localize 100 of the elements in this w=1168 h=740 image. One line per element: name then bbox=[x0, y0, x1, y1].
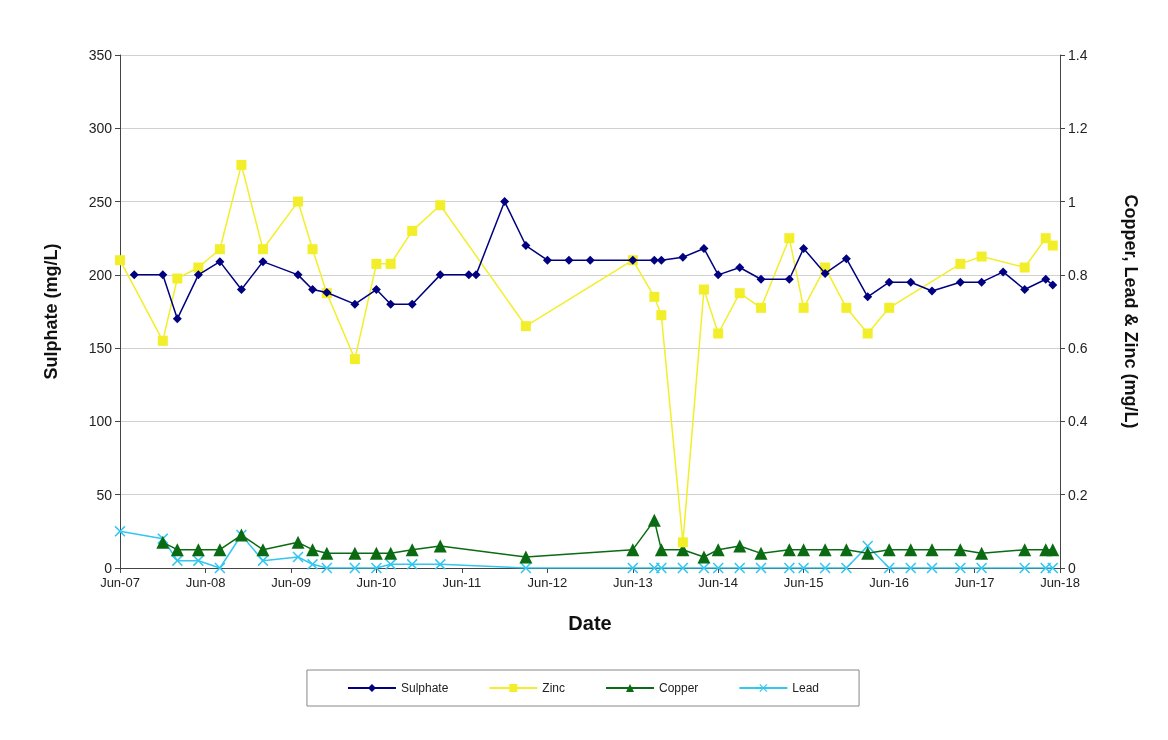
y-tick-label: 350 bbox=[88, 47, 113, 63]
point bbox=[882, 543, 896, 557]
point bbox=[191, 543, 205, 557]
y-tick-label: 250 bbox=[88, 193, 113, 210]
point bbox=[756, 302, 767, 313]
point bbox=[348, 546, 362, 560]
point bbox=[520, 321, 531, 332]
y-tick-label: 150 bbox=[88, 340, 113, 357]
point bbox=[678, 252, 688, 262]
point bbox=[213, 543, 227, 557]
point bbox=[114, 525, 126, 537]
point bbox=[626, 543, 640, 557]
point bbox=[214, 562, 226, 574]
point bbox=[1040, 233, 1051, 244]
legend-label: Lead bbox=[792, 681, 820, 695]
point bbox=[349, 354, 360, 365]
point bbox=[1020, 285, 1030, 295]
point bbox=[713, 328, 724, 339]
point bbox=[350, 299, 360, 309]
point bbox=[884, 277, 894, 287]
point bbox=[656, 310, 667, 321]
point bbox=[734, 288, 745, 299]
point bbox=[998, 267, 1008, 277]
y2-tick-label: 0 bbox=[1068, 560, 1076, 576]
point bbox=[955, 277, 965, 287]
point bbox=[698, 562, 710, 574]
point bbox=[519, 550, 533, 564]
point bbox=[799, 243, 809, 253]
point bbox=[953, 543, 967, 557]
point bbox=[862, 540, 874, 552]
point bbox=[256, 543, 270, 557]
point bbox=[158, 270, 168, 280]
point bbox=[585, 255, 595, 265]
point bbox=[754, 546, 768, 560]
point bbox=[677, 537, 688, 548]
y2-tick-label: 1.2 bbox=[1068, 120, 1088, 137]
y-tick-label: 0 bbox=[104, 560, 113, 576]
point bbox=[784, 274, 794, 284]
point bbox=[926, 562, 938, 574]
point bbox=[818, 543, 832, 557]
point bbox=[1047, 562, 1059, 574]
x-tick-label: Jun-13 bbox=[612, 575, 653, 590]
point bbox=[1046, 543, 1060, 557]
point bbox=[1019, 562, 1031, 574]
point bbox=[976, 562, 988, 574]
point bbox=[905, 562, 917, 574]
point bbox=[677, 562, 689, 574]
point bbox=[819, 562, 831, 574]
x-tick-label: Jun-18 bbox=[1040, 575, 1080, 590]
point bbox=[349, 562, 361, 574]
point bbox=[435, 200, 446, 211]
point bbox=[405, 543, 419, 557]
x-tick-label: Jun-16 bbox=[869, 575, 910, 590]
point bbox=[711, 543, 725, 557]
point bbox=[308, 285, 318, 295]
point bbox=[656, 255, 666, 265]
point bbox=[385, 558, 397, 570]
point bbox=[156, 535, 170, 549]
x-tick-label: Jun-10 bbox=[356, 575, 397, 590]
point bbox=[925, 543, 939, 557]
point bbox=[863, 292, 873, 302]
point bbox=[976, 251, 987, 262]
point bbox=[697, 550, 711, 564]
y2-tick-label: 0.6 bbox=[1068, 340, 1088, 357]
point bbox=[433, 539, 447, 553]
y-tick-label: 50 bbox=[96, 486, 113, 503]
point bbox=[407, 225, 418, 236]
point bbox=[385, 258, 396, 269]
point bbox=[542, 255, 552, 265]
point bbox=[784, 233, 795, 244]
point bbox=[783, 562, 795, 574]
point bbox=[384, 546, 398, 560]
point bbox=[307, 244, 318, 255]
x-tick-label: Jun-14 bbox=[698, 575, 739, 590]
point bbox=[1041, 274, 1051, 284]
y2-tick-label: 1 bbox=[1068, 193, 1076, 210]
point bbox=[406, 558, 418, 570]
point bbox=[434, 558, 446, 570]
point bbox=[371, 285, 381, 295]
point bbox=[258, 257, 268, 267]
point bbox=[647, 513, 661, 527]
point bbox=[369, 546, 383, 560]
x-tick-label: Jun-15 bbox=[783, 575, 824, 590]
point bbox=[712, 562, 724, 574]
point bbox=[906, 277, 916, 287]
point bbox=[797, 543, 811, 557]
point bbox=[655, 562, 667, 574]
y-tick-label: 300 bbox=[88, 120, 113, 137]
point bbox=[172, 273, 183, 284]
x-tick-label: Jun-11 bbox=[442, 575, 482, 590]
point bbox=[386, 299, 396, 309]
point bbox=[129, 270, 139, 280]
y2-tick-label: 0.4 bbox=[1068, 413, 1088, 430]
point bbox=[839, 543, 853, 557]
point bbox=[564, 255, 574, 265]
point bbox=[975, 546, 989, 560]
point bbox=[756, 274, 766, 284]
x-tick-label: Jun-09 bbox=[271, 575, 311, 590]
point bbox=[407, 299, 417, 309]
point bbox=[883, 562, 895, 574]
